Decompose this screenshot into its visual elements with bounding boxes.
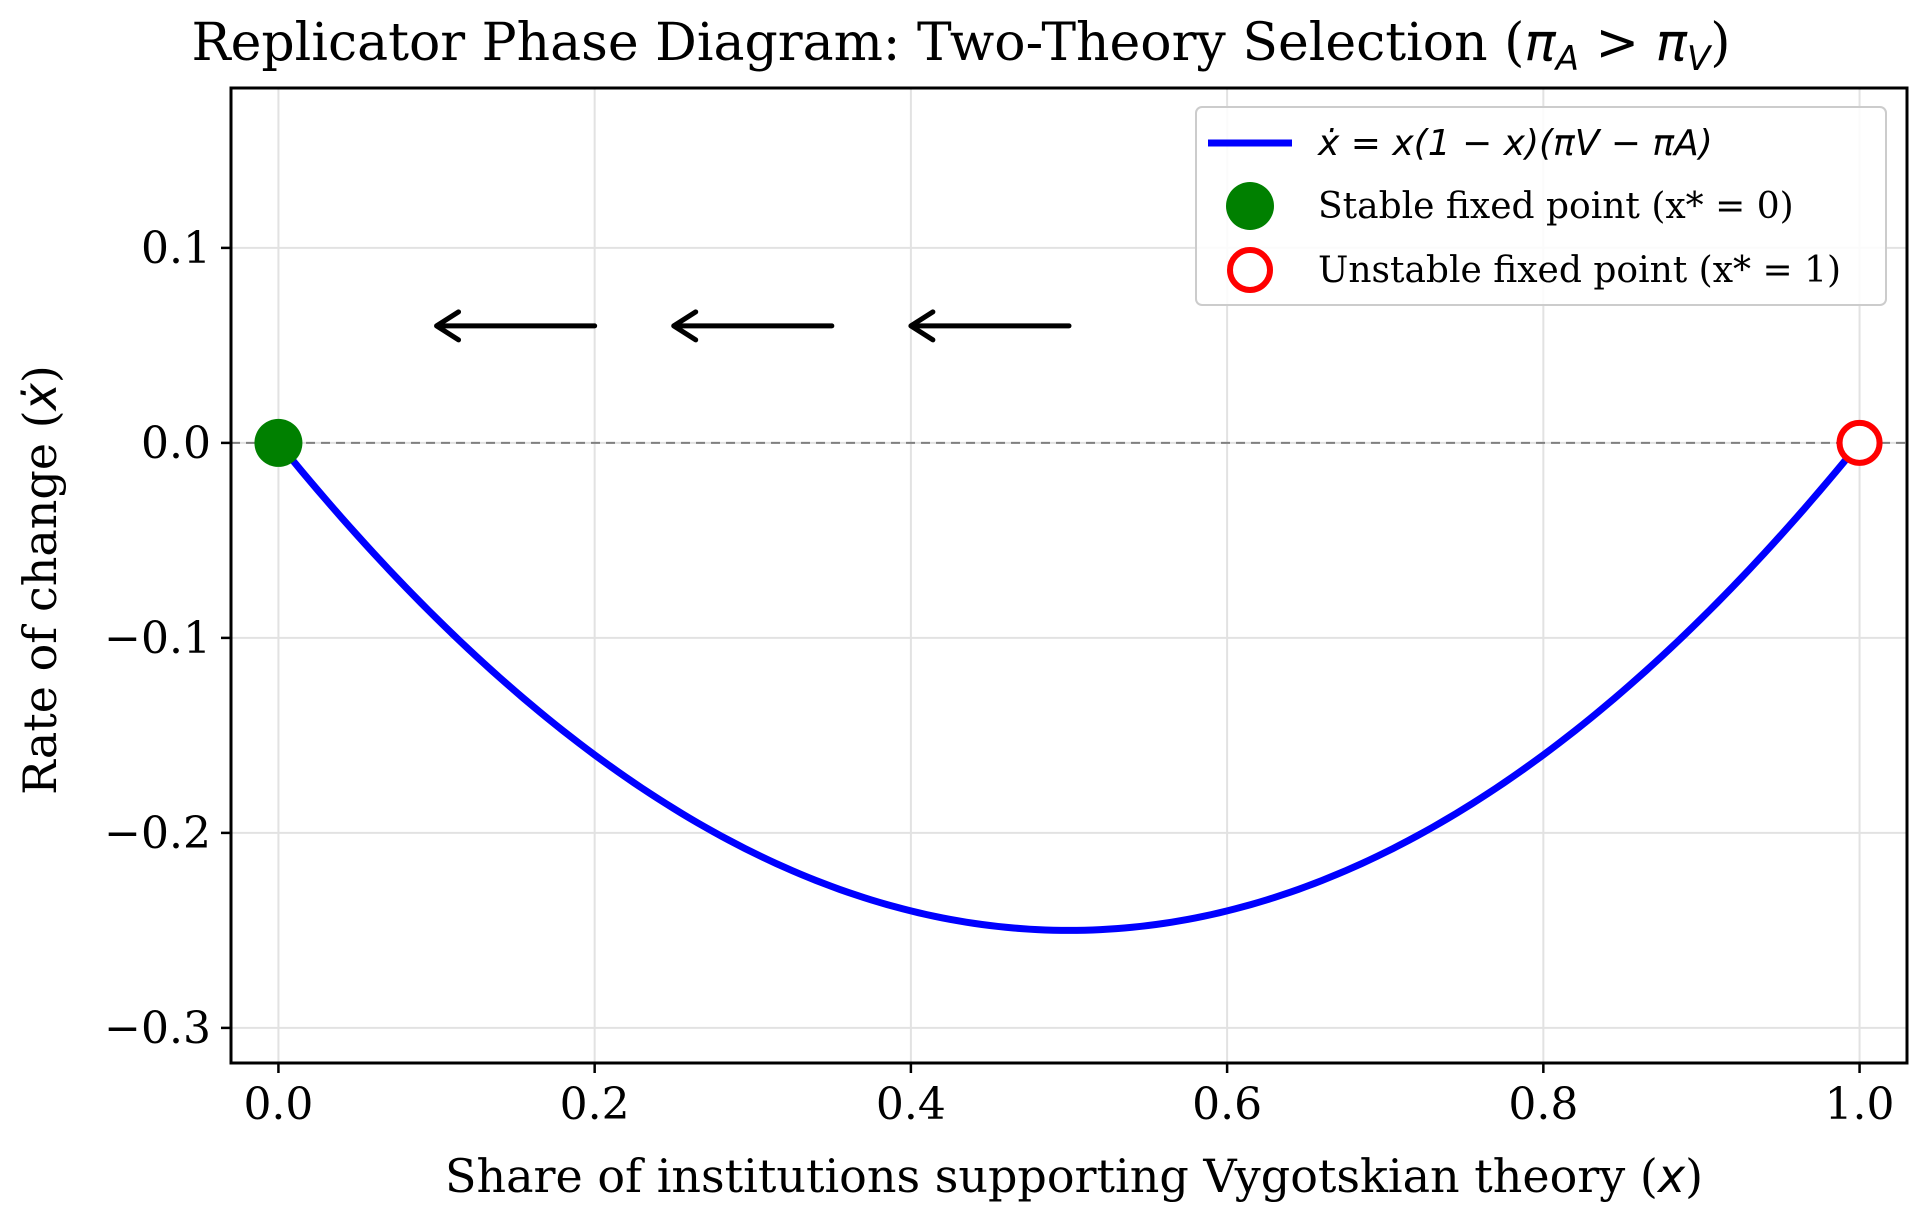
- axis-ticks: 0.0 0.2 0.4 0.6 0.8 1.0 0.1 0.0 −0.1 −0.2 −0.3: [104, 223, 1894, 1130]
- stable-fixed-point: [254, 418, 303, 467]
- plot-frame: [229, 86, 1909, 1065]
- flow-arrow-head: [671, 309, 699, 343]
- x-tick-label: 0.6: [1192, 1079, 1262, 1130]
- x-tick-label: 0.0: [243, 1079, 313, 1130]
- y-tick-label: −0.3: [104, 1003, 211, 1054]
- x-tick-label: 0.2: [560, 1079, 630, 1130]
- legend-box: [1195, 106, 1887, 306]
- flow-arrow-head: [908, 309, 936, 343]
- x-axis-label: Share of institutions supporting Vygotsk…: [445, 1149, 1703, 1203]
- legend-unstable-marker: [1227, 247, 1273, 293]
- legend-stable-marker: [1226, 182, 1274, 230]
- legend-label-unstable: Unstable fixed point (x* = 1): [1318, 250, 1841, 291]
- y-tick-label: 0.0: [141, 418, 211, 469]
- unstable-fixed-point: [1836, 419, 1883, 466]
- y-tick-label: 0.1: [141, 223, 211, 274]
- x-tick-label: 0.8: [1508, 1079, 1578, 1130]
- y-tick-label: −0.1: [104, 613, 211, 664]
- chart-title: Replicator Phase Diagram: Two-Theory Sel…: [191, 13, 1730, 79]
- legend-label-stable: Stable fixed point (x* = 0): [1318, 186, 1794, 227]
- legend: ẋ = x(1 − x)(πV − πA) Stable fixed point…: [1195, 106, 1887, 306]
- title-text: Replicator Phase Diagram: Two-Theory Sel…: [191, 13, 1504, 73]
- replicator-curve: [274, 439, 1864, 934]
- x-tick-label: 1.0: [1825, 1079, 1895, 1130]
- fixed-point-markers: [254, 418, 1883, 467]
- flow-arrow-head: [434, 309, 462, 343]
- y-tick-label: −0.2: [104, 808, 211, 859]
- x-tick-label: 0.4: [876, 1079, 946, 1130]
- legend-label-curve: ẋ = x(1 − x)(πV − πA): [1317, 123, 1713, 164]
- flow-arrows: [434, 309, 1072, 343]
- y-axis-label: Rate of change (ẋ): [13, 365, 67, 795]
